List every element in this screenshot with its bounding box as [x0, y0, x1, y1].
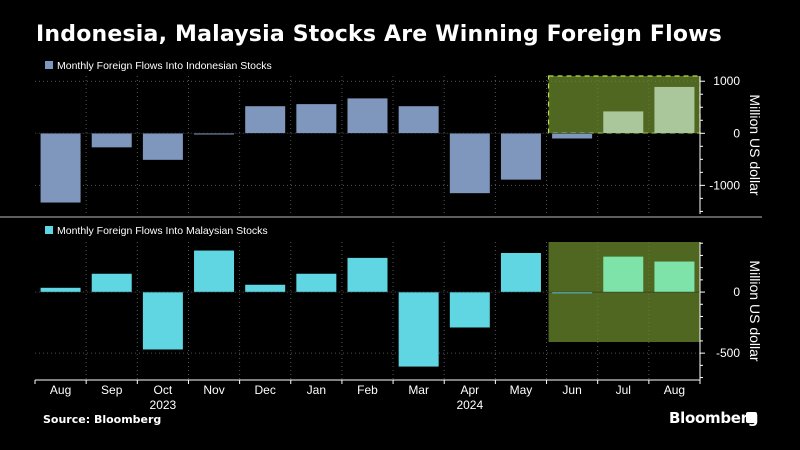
y-tick-label: 0	[733, 285, 740, 299]
x-tick-label: Apr	[460, 383, 479, 397]
bar-jan-5	[296, 104, 337, 134]
x-tick-label: Nov	[203, 383, 224, 397]
y-tick-label: -500	[716, 346, 740, 360]
axes-layer	[0, 76, 762, 384]
bar-jul-11	[603, 256, 644, 293]
bar-oct-2	[142, 292, 183, 350]
bar-jan-5	[296, 273, 337, 293]
bar-apr-8	[449, 133, 490, 194]
bar-dec-4	[245, 284, 286, 293]
bar-apr-8	[449, 292, 490, 328]
legend-swatch	[45, 61, 53, 69]
legend-swatch	[45, 226, 53, 234]
bar-feb-6	[347, 98, 388, 134]
bar-mar-7	[398, 106, 439, 134]
x-tick-label: Aug	[664, 383, 685, 397]
bar-aug-12	[654, 261, 695, 293]
bar-dec-4	[245, 106, 286, 134]
x-tick-label: Jan	[307, 383, 326, 397]
labels-layer: 1000 0 -1000 Million US dollar 0 -500 Million …	[50, 74, 763, 412]
x-tick-label: Jul	[616, 383, 631, 397]
y-tick-label: 1000	[713, 74, 740, 88]
bar-may-9	[500, 252, 541, 293]
bar-jun-10	[552, 292, 593, 294]
bar-sep-1	[91, 273, 132, 293]
bar-aug-0	[40, 133, 81, 203]
x-tick-label: May	[510, 383, 533, 397]
bars-layer	[40, 86, 695, 367]
bar-nov-3	[194, 133, 235, 135]
bar-nov-3	[194, 250, 235, 293]
y-tick-label: -1000	[709, 178, 740, 192]
legend-label: Monthly Foreign Flows Into Malaysian Sto…	[57, 225, 268, 237]
source-note: Source: Bloomberg	[43, 413, 162, 426]
bar-jun-10	[552, 133, 593, 139]
y-axis-label: Million US dollar	[747, 94, 763, 195]
x-tick-label: Dec	[255, 383, 276, 397]
bar-aug-0	[40, 287, 81, 293]
bar-mar-7	[398, 292, 439, 367]
bar-feb-6	[347, 257, 388, 293]
brand-logo-text: Bloomberg	[669, 409, 759, 427]
x-tick-label: Jun	[562, 383, 581, 397]
bar-may-9	[500, 133, 541, 180]
bar-jul-11	[603, 111, 644, 134]
x-tick-label: Oct	[154, 383, 173, 397]
x-tick-label: Sep	[101, 383, 123, 397]
legend-label: Monthly Foreign Flows Into Indonesian St…	[57, 60, 272, 72]
bar-sep-1	[91, 133, 132, 148]
bar-oct-2	[142, 133, 183, 160]
x-tick-label: Mar	[408, 383, 429, 397]
chart-title: Indonesia, Malaysia Stocks Are Winning F…	[36, 22, 722, 47]
y-tick-label: 0	[733, 126, 740, 140]
brand-icon	[746, 412, 757, 423]
legend-layer: Monthly Foreign Flows Into Indonesian St…	[45, 60, 272, 237]
x-year-label: 2024	[456, 398, 483, 412]
bar-aug-12	[654, 86, 695, 134]
x-tick-label: Feb	[357, 383, 378, 397]
x-year-label: 2023	[150, 398, 177, 412]
x-tick-label: Aug	[50, 383, 71, 397]
y-axis-label: Million US dollar	[747, 260, 763, 361]
